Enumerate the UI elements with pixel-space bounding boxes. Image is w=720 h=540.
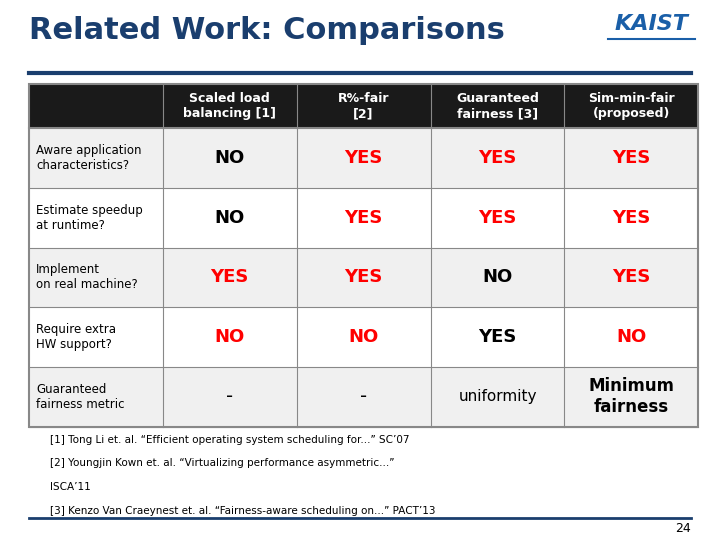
Text: Minimum
fairness: Minimum fairness (588, 377, 675, 416)
Text: YES: YES (612, 149, 651, 167)
Text: YES: YES (612, 268, 651, 286)
Text: Related Work: Comparisons: Related Work: Comparisons (29, 16, 505, 45)
Text: ISCA’11: ISCA’11 (50, 482, 91, 492)
Text: YES: YES (478, 328, 517, 346)
Text: Require extra
HW support?: Require extra HW support? (36, 323, 116, 351)
Text: Guaranteed
fairness [3]: Guaranteed fairness [3] (456, 92, 539, 120)
FancyBboxPatch shape (29, 248, 698, 307)
Text: YES: YES (478, 149, 517, 167)
Text: NO: NO (215, 149, 245, 167)
Text: NO: NO (215, 209, 245, 227)
Text: Estimate speedup
at runtime?: Estimate speedup at runtime? (36, 204, 143, 232)
Text: [1] Tong Li et. al. “Efficient operating system scheduling for...” SC’07: [1] Tong Li et. al. “Efficient operating… (50, 435, 410, 445)
Text: NO: NO (215, 328, 245, 346)
Text: Guaranteed
fairness metric: Guaranteed fairness metric (36, 383, 125, 411)
Text: 24: 24 (675, 522, 691, 535)
Text: YES: YES (344, 149, 383, 167)
Text: YES: YES (478, 209, 517, 227)
Text: Implement
on real machine?: Implement on real machine? (36, 264, 138, 292)
Text: -: - (360, 387, 367, 406)
Text: Aware application
characteristics?: Aware application characteristics? (36, 144, 142, 172)
Text: -: - (226, 387, 233, 406)
Text: YES: YES (210, 268, 249, 286)
Text: NO: NO (482, 268, 513, 286)
Text: NO: NO (616, 328, 647, 346)
FancyBboxPatch shape (29, 188, 698, 248)
FancyBboxPatch shape (29, 307, 698, 367)
FancyBboxPatch shape (29, 129, 698, 188)
Text: YES: YES (612, 209, 651, 227)
FancyBboxPatch shape (29, 367, 698, 427)
Text: [2] Youngjin Kown et. al. “Virtualizing performance asymmetric...”: [2] Youngjin Kown et. al. “Virtualizing … (50, 458, 395, 469)
Text: KAIST: KAIST (615, 14, 688, 35)
Text: R%-fair
[2]: R%-fair [2] (338, 92, 390, 120)
Text: YES: YES (344, 268, 383, 286)
Text: uniformity: uniformity (458, 389, 537, 404)
Text: [3] Kenzo Van Craeynest et. al. “Fairness-aware scheduling on...” PACT’13: [3] Kenzo Van Craeynest et. al. “Fairnes… (50, 506, 436, 516)
Text: Scaled load
balancing [1]: Scaled load balancing [1] (183, 92, 276, 120)
Text: NO: NO (348, 328, 379, 346)
FancyBboxPatch shape (29, 84, 698, 129)
Text: YES: YES (344, 209, 383, 227)
Text: Sim-min-fair
(proposed): Sim-min-fair (proposed) (588, 92, 675, 120)
